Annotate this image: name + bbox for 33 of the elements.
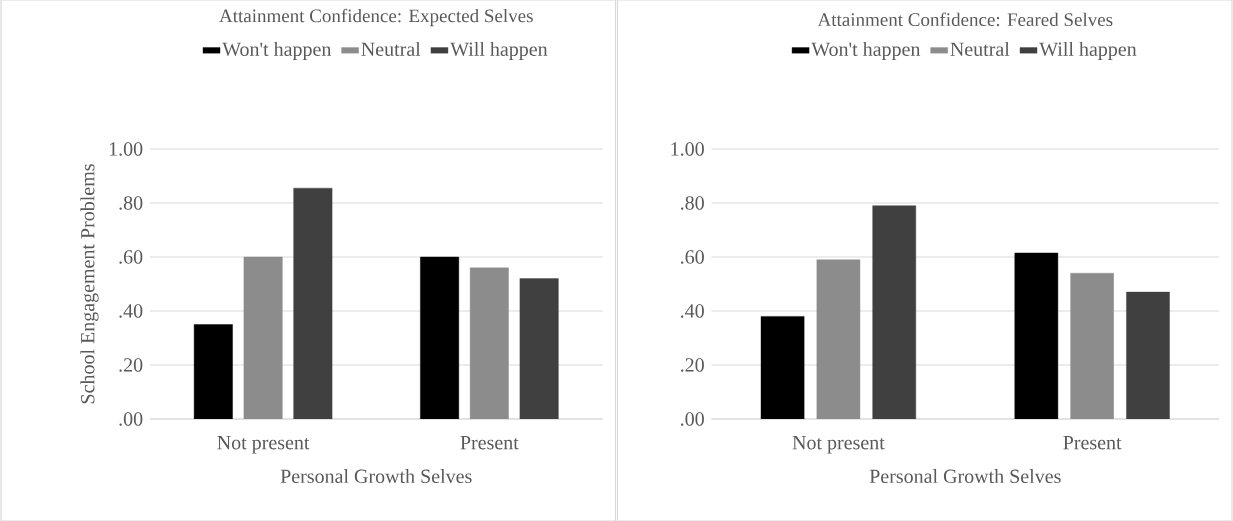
y-tick-label: .80 [680, 196, 704, 210]
legend-label: Neutral [950, 41, 1010, 56]
bar [816, 259, 861, 419]
y-tick-label: 1.00 [671, 142, 704, 156]
y-tick-label: .80 [119, 196, 143, 210]
legend-label: Won't happen [222, 41, 332, 61]
x-axis-title: Personal Growth Selves [869, 468, 1061, 484]
y-tick-label: .40 [119, 304, 143, 318]
y-axis-title: School Engagement Problems [80, 164, 99, 404]
bar [243, 256, 283, 419]
y-tick-label: .00 [680, 412, 704, 426]
x-axis-title: Personal Growth Selves [280, 468, 472, 484]
bar [1070, 272, 1114, 419]
y-tick-label: .40 [680, 304, 704, 318]
x-tick-label: Not present [792, 436, 885, 454]
y-tick-label: .60 [680, 250, 704, 264]
chart-title: Attainment Confidence: Feared Selves [817, 12, 1113, 27]
bar [469, 267, 509, 419]
y-tick-label: .20 [119, 358, 143, 372]
legend-label: Will happen [1039, 41, 1137, 61]
legend-label: Won't happen [811, 41, 921, 61]
x-tick-label: Present [460, 436, 519, 450]
bar [872, 205, 917, 419]
chart-title: Attainment Confidence: Expected Selves [219, 8, 533, 27]
x-tick-label: Not present [217, 436, 310, 454]
legend-label: Neutral [361, 41, 421, 56]
y-tick-label: .00 [119, 412, 143, 426]
y-tick-label: .60 [119, 250, 143, 264]
y-tick-label: 1.00 [109, 142, 143, 156]
y-tick-label: .20 [680, 358, 704, 372]
bar [1126, 291, 1170, 419]
x-tick-label: Present [1063, 436, 1122, 450]
legend-label: Will happen [450, 41, 548, 61]
